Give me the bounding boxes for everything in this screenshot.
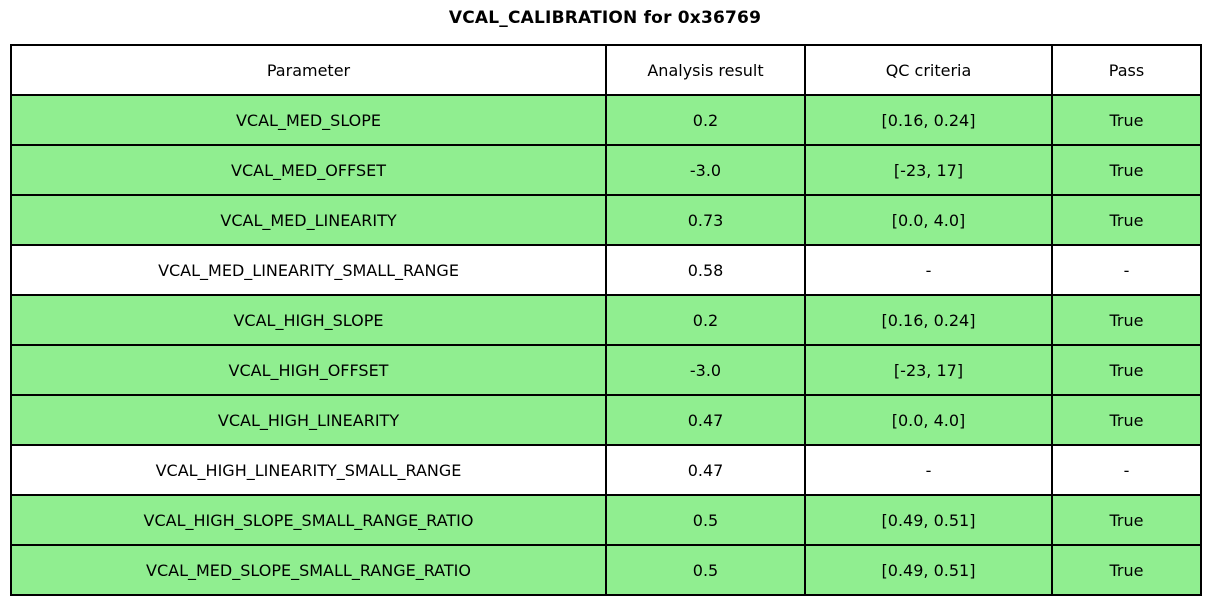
cell-analysis-result: 0.5 <box>605 494 806 546</box>
cell-qc-criteria: [-23, 17] <box>804 144 1053 196</box>
cell-pass: True <box>1051 94 1202 146</box>
table-row: VCAL_MED_LINEARITY 0.73 [0.0, 4.0] True <box>10 194 1202 246</box>
header-row: Parameter Analysis result QC criteria Pa… <box>10 44 1202 96</box>
cell-pass: - <box>1051 244 1202 296</box>
cell-pass: True <box>1051 194 1202 246</box>
cell-pass: True <box>1051 494 1202 546</box>
cell-parameter: VCAL_MED_LINEARITY <box>10 194 607 246</box>
table-row: VCAL_MED_SLOPE 0.2 [0.16, 0.24] True <box>10 94 1202 146</box>
col-header-parameter: Parameter <box>10 44 607 96</box>
cell-analysis-result: -3.0 <box>605 144 806 196</box>
cell-parameter: VCAL_HIGH_OFFSET <box>10 344 607 396</box>
cell-analysis-result: 0.5 <box>605 544 806 596</box>
cell-qc-criteria: - <box>804 444 1053 496</box>
table-row: VCAL_HIGH_OFFSET -3.0 [-23, 17] True <box>10 344 1202 396</box>
table-row: VCAL_MED_LINEARITY_SMALL_RANGE 0.58 - - <box>10 244 1202 296</box>
page-title: VCAL_CALIBRATION for 0x36769 <box>448 8 762 28</box>
table-row: VCAL_MED_OFFSET -3.0 [-23, 17] True <box>10 144 1202 196</box>
cell-analysis-result: -3.0 <box>605 344 806 396</box>
calibration-table: Parameter Analysis result QC criteria Pa… <box>10 44 1202 596</box>
cell-qc-criteria: [-23, 17] <box>804 344 1053 396</box>
cell-analysis-result: 0.2 <box>605 94 806 146</box>
cell-analysis-result: 0.47 <box>605 394 806 446</box>
cell-parameter: VCAL_MED_SLOPE_SMALL_RANGE_RATIO <box>10 544 607 596</box>
table-row: VCAL_HIGH_SLOPE 0.2 [0.16, 0.24] True <box>10 294 1202 346</box>
cell-parameter: VCAL_HIGH_SLOPE_SMALL_RANGE_RATIO <box>10 494 607 546</box>
cell-analysis-result: 0.47 <box>605 444 806 496</box>
cell-qc-criteria: [0.16, 0.24] <box>804 94 1053 146</box>
table-row: VCAL_HIGH_LINEARITY_SMALL_RANGE 0.47 - - <box>10 444 1202 496</box>
table-row: VCAL_HIGH_SLOPE_SMALL_RANGE_RATIO 0.5 [0… <box>10 494 1202 546</box>
cell-parameter: VCAL_HIGH_LINEARITY <box>10 394 607 446</box>
cell-qc-criteria: [0.0, 4.0] <box>804 394 1053 446</box>
cell-pass: True <box>1051 144 1202 196</box>
cell-parameter: VCAL_MED_LINEARITY_SMALL_RANGE <box>10 244 607 296</box>
cell-analysis-result: 0.58 <box>605 244 806 296</box>
cell-pass: True <box>1051 544 1202 596</box>
col-header-qc-criteria: QC criteria <box>804 44 1053 96</box>
cell-pass: True <box>1051 394 1202 446</box>
table-row: VCAL_MED_SLOPE_SMALL_RANGE_RATIO 0.5 [0.… <box>10 544 1202 596</box>
cell-parameter: VCAL_HIGH_LINEARITY_SMALL_RANGE <box>10 444 607 496</box>
table-row: VCAL_HIGH_LINEARITY 0.47 [0.0, 4.0] True <box>10 394 1202 446</box>
col-header-analysis-result: Analysis result <box>605 44 806 96</box>
cell-pass: True <box>1051 294 1202 346</box>
col-header-pass: Pass <box>1051 44 1202 96</box>
cell-qc-criteria: [0.16, 0.24] <box>804 294 1053 346</box>
cell-analysis-result: 0.2 <box>605 294 806 346</box>
cell-parameter: VCAL_HIGH_SLOPE <box>10 294 607 346</box>
cell-analysis-result: 0.73 <box>605 194 806 246</box>
cell-qc-criteria: [0.49, 0.51] <box>804 494 1053 546</box>
cell-qc-criteria: [0.49, 0.51] <box>804 544 1053 596</box>
cell-pass: - <box>1051 444 1202 496</box>
cell-pass: True <box>1051 344 1202 396</box>
cell-qc-criteria: [0.0, 4.0] <box>804 194 1053 246</box>
cell-qc-criteria: - <box>804 244 1053 296</box>
cell-parameter: VCAL_MED_SLOPE <box>10 94 607 146</box>
cell-parameter: VCAL_MED_OFFSET <box>10 144 607 196</box>
